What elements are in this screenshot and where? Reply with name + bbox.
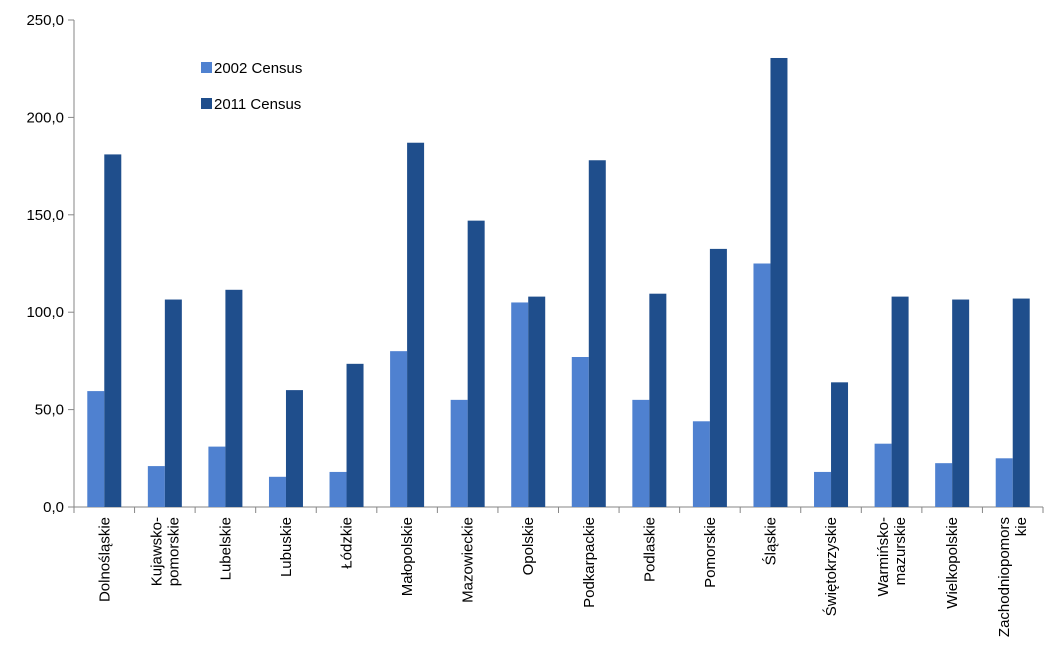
bar-2002-12 <box>814 471 832 507</box>
bar-2011-2 <box>225 289 243 507</box>
bar-2002-14 <box>935 463 953 507</box>
category-label-8: Podkarpackie <box>581 517 598 608</box>
y-tick-label: 100,0 <box>26 304 64 321</box>
bar-2011-11 <box>770 57 788 508</box>
bar-2011-0 <box>104 154 122 508</box>
x-axis <box>73 506 1044 513</box>
y-axis: 0,0 50,0 100,0 150,0 200,0 250,0 <box>26 12 75 516</box>
bar-2002-2 <box>208 446 226 507</box>
category-label-12: Świętokrzyskie <box>822 517 840 616</box>
legend-item-0: 2002 Census <box>201 60 302 77</box>
category-label-line: Zachodniopomors <box>996 517 1013 637</box>
category-label-10: Pomorskie <box>702 517 719 588</box>
y-tick-label: 250,0 <box>26 12 64 29</box>
y-tick-label: 50,0 <box>35 402 64 419</box>
bar-2011-13 <box>891 296 909 507</box>
category-label-1: Kujawsko-pomorskie <box>148 517 182 586</box>
bar-2002-1 <box>147 466 165 507</box>
category-label-line: Świętokrzyskie <box>822 517 840 616</box>
category-label-line: Dolnośląskie <box>96 517 113 602</box>
bar-2011-4 <box>346 363 364 507</box>
bar-2002-7 <box>511 302 529 507</box>
category-label-line: Podlaskie <box>641 517 658 582</box>
category-label-14: Wielkopolskie <box>944 517 961 609</box>
category-label-line: Mazowieckie <box>460 517 477 603</box>
bar-2011-9 <box>649 293 667 507</box>
bar-2011-1 <box>164 299 182 507</box>
legend-label: 2002 Census <box>214 60 302 77</box>
category-label-9: Podlaskie <box>641 517 658 582</box>
category-label-0: Dolnośląskie <box>96 517 113 602</box>
category-label-15: Zachodniopomors kie <box>996 517 1030 637</box>
bar-2011-12 <box>831 382 849 507</box>
category-label-line: Pomorskie <box>702 517 719 588</box>
bar-2011-15 <box>1012 298 1030 507</box>
y-tick-label: 200,0 <box>26 109 64 126</box>
bar-2002-9 <box>632 399 650 507</box>
bar-2002-3 <box>268 476 286 507</box>
legend-swatch <box>201 98 212 109</box>
bar-2011-14 <box>952 299 970 507</box>
bar-2002-4 <box>329 471 347 507</box>
bar-2002-15 <box>995 458 1013 507</box>
bar-2011-7 <box>528 296 546 507</box>
category-label-line: Wielkopolskie <box>944 517 961 609</box>
category-label-line: mazurskie <box>892 517 909 585</box>
legend-swatch <box>201 62 212 73</box>
category-label-line: Podkarpackie <box>581 517 598 608</box>
category-label-line: Kujawsko- <box>148 517 165 586</box>
category-label-line: Warmińsko- <box>875 517 892 596</box>
category-label-2: Lubelskie <box>217 517 234 580</box>
category-label-4: Łódzkie <box>339 517 356 569</box>
bar-2002-11 <box>753 263 771 507</box>
bar-2011-8 <box>588 160 606 508</box>
bar-2002-10 <box>692 421 710 507</box>
bar-2011-5 <box>407 142 425 507</box>
category-label-line: Śląskie <box>761 517 779 565</box>
y-tick-label: 0,0 <box>43 499 64 516</box>
category-label-line: Lubuskie <box>278 517 295 577</box>
legend-label: 2011 Census <box>214 96 301 113</box>
bars <box>87 57 1030 508</box>
category-label-line: kie <box>1013 517 1030 536</box>
category-label-line: Małopolskie <box>399 517 416 596</box>
category-label-line: pomorskie <box>165 517 182 586</box>
category-label-11: Śląskie <box>761 517 779 565</box>
category-label-5: Małopolskie <box>399 517 416 596</box>
category-labels: Dolnośląskie Kujawsko-pomorskie Lubelskie L… <box>96 517 1030 637</box>
category-label-13: Warmińsko-mazurskie <box>875 517 909 596</box>
legend: 2002 Census 2011 Census <box>201 60 302 113</box>
category-label-line: Łódzkie <box>339 517 356 569</box>
bar-2011-3 <box>285 390 303 507</box>
bar-2002-8 <box>571 357 589 507</box>
bar-2002-5 <box>390 351 408 507</box>
bar-2011-6 <box>467 220 485 508</box>
bar-2002-0 <box>87 391 105 507</box>
category-label-7: Opolskie <box>520 517 537 575</box>
bar-2002-13 <box>874 443 892 507</box>
bar-2002-6 <box>450 399 468 507</box>
category-label-3: Lubuskie <box>278 517 295 577</box>
category-label-line: Opolskie <box>520 517 537 575</box>
category-label-line: Lubelskie <box>217 517 234 580</box>
y-tick-label: 150,0 <box>26 207 64 224</box>
category-label-6: Mazowieckie <box>460 517 477 603</box>
legend-item-1: 2011 Census <box>201 96 301 113</box>
bar-2011-10 <box>709 248 727 507</box>
